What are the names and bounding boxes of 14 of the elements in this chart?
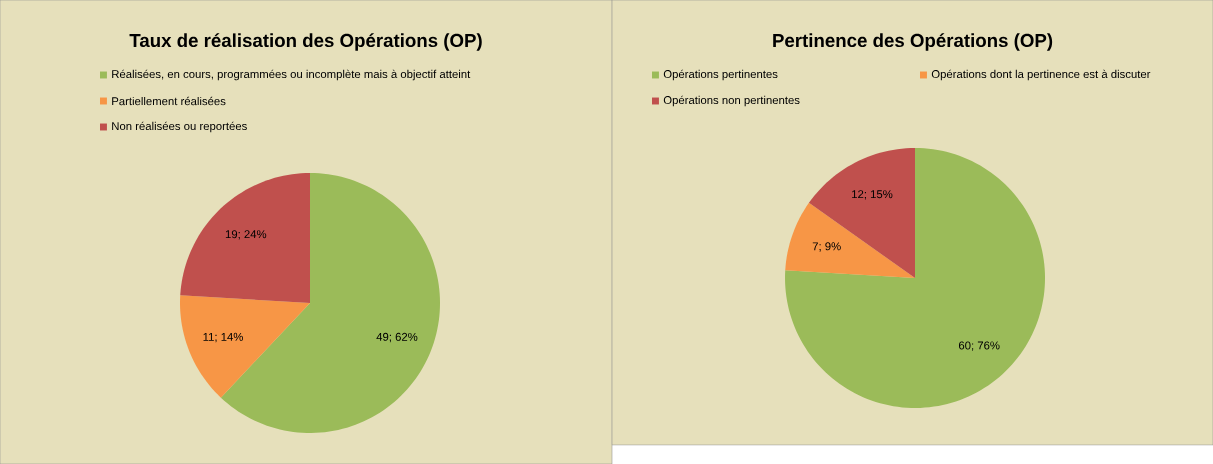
chart-title: Pertinence des Opérations (OP) [773, 33, 1053, 51]
legend-label: Opérations dont la pertinence est à discuter [931, 69, 1151, 81]
data-label: 12; 15% [852, 190, 893, 200]
legend-label: Opérations non pertinentes [663, 95, 800, 107]
legend-label: Opérations pertinentes [663, 69, 778, 81]
chart-title: Taux de réalisation des Opérations (OP) [129, 33, 482, 51]
data-label: 60; 76% [958, 341, 1000, 351]
legend-label: Réalisées, en cours, programmées ou incomplète mais à objectif atteint [112, 69, 471, 81]
legend-label: Partiellement réalisées [112, 96, 226, 106]
data-label: 49; 62% [376, 332, 418, 343]
data-label: 7; 9% [812, 242, 841, 252]
data-label: 11; 14% [203, 332, 243, 343]
data-label: 19; 24% [225, 230, 267, 240]
legend-label: Non réalisées ou reportées [112, 121, 247, 133]
